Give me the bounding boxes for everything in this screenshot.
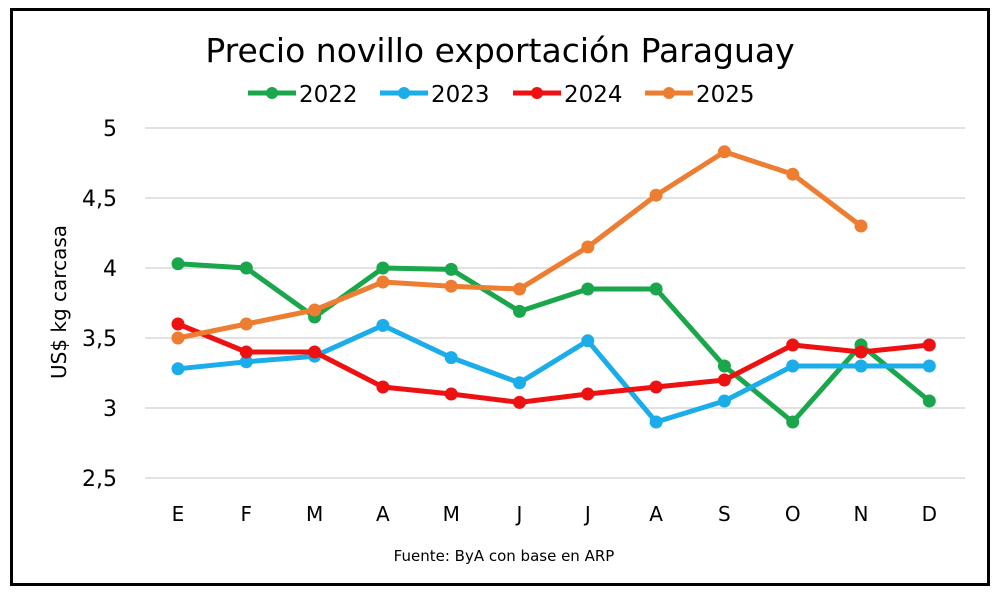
x-tick-label: D [922, 502, 937, 526]
legend-label: 2023 [431, 82, 490, 108]
legend-marker [266, 87, 278, 99]
data-point [239, 355, 253, 369]
data-point [649, 188, 663, 202]
data-point [717, 394, 731, 408]
x-tick-label: J [515, 502, 523, 526]
data-point [717, 359, 731, 373]
data-point [171, 362, 185, 376]
series-2023 [171, 318, 936, 429]
data-point [376, 380, 390, 394]
data-point [444, 351, 458, 365]
data-point [581, 240, 595, 254]
data-point [239, 345, 253, 359]
data-point [513, 376, 526, 390]
data-point [854, 345, 868, 359]
x-tick-label: F [241, 502, 253, 526]
y-tick-label: 4 [103, 257, 117, 282]
data-point [922, 359, 936, 373]
series-line-2024 [177, 321, 930, 405]
legend-item-2022: 2022 [248, 82, 358, 108]
gridlines [145, 127, 965, 479]
series-2022 [171, 257, 936, 429]
x-tick-label: J [583, 502, 591, 526]
y-tick-label: 4,5 [82, 187, 117, 212]
legend-label: 2022 [299, 82, 358, 108]
data-point [513, 304, 526, 318]
y-tick-label: 2,5 [82, 467, 117, 492]
legend: 2022 2023 2024 2025 [248, 82, 755, 108]
x-tick-label: M [443, 502, 460, 526]
data-point [786, 167, 800, 181]
data-point [171, 257, 185, 271]
data-point [581, 387, 595, 401]
data-point [786, 415, 800, 429]
y-axis-label: US$ kg carcasa [47, 225, 71, 379]
series-line-2022 [177, 261, 931, 425]
data-point [444, 279, 458, 293]
data-point [444, 387, 458, 401]
legend-marker [663, 87, 675, 99]
data-point [308, 303, 322, 317]
data-point [513, 395, 526, 409]
legend-item-2023: 2023 [380, 82, 490, 108]
data-point [376, 318, 390, 332]
data-point [649, 380, 663, 394]
legend-label: 2024 [564, 82, 623, 108]
y-tick-label: 3 [103, 397, 117, 422]
legend-item-2025: 2025 [645, 82, 755, 108]
data-point [376, 275, 390, 289]
y-axis-ticks: 2,5 3 3,5 4 4,5 5 [82, 117, 117, 492]
x-tick-label: E [172, 502, 185, 526]
data-point [171, 317, 185, 331]
data-point [717, 373, 731, 387]
series-2025 [171, 145, 868, 345]
source-note: Fuente: ByA con base en ARP [394, 547, 615, 565]
legend-marker [398, 87, 410, 99]
chart-title: Precio novillo exportación Paraguay [205, 31, 794, 70]
data-point [581, 334, 595, 348]
x-tick-label: S [718, 502, 731, 526]
data-point [922, 338, 936, 352]
data-point [854, 219, 868, 233]
data-point [649, 282, 663, 296]
data-point [308, 345, 322, 359]
data-point [171, 331, 185, 345]
y-tick-label: 3,5 [82, 327, 117, 352]
legend-item-2024: 2024 [513, 82, 623, 108]
legend-marker [531, 87, 543, 99]
series-line-2023 [177, 322, 930, 425]
data-point [581, 282, 595, 296]
x-tick-label: A [376, 502, 390, 526]
data-point [786, 359, 800, 373]
legend-label: 2025 [696, 82, 755, 108]
data-point [717, 145, 731, 159]
x-tick-label: M [306, 502, 323, 526]
data-point [376, 261, 390, 275]
data-point [513, 282, 526, 296]
x-tick-label: A [649, 502, 663, 526]
data-point [649, 415, 663, 429]
data-point [854, 359, 868, 373]
y-tick-label: 5 [103, 117, 117, 142]
series-2024 [171, 317, 936, 409]
x-tick-label: O [785, 502, 801, 526]
data-point [239, 261, 253, 275]
data-point [444, 262, 458, 276]
data-point [786, 338, 800, 352]
x-tick-label: N [854, 502, 869, 526]
data-point [922, 394, 936, 408]
data-point [239, 317, 253, 331]
series-group [171, 145, 936, 429]
